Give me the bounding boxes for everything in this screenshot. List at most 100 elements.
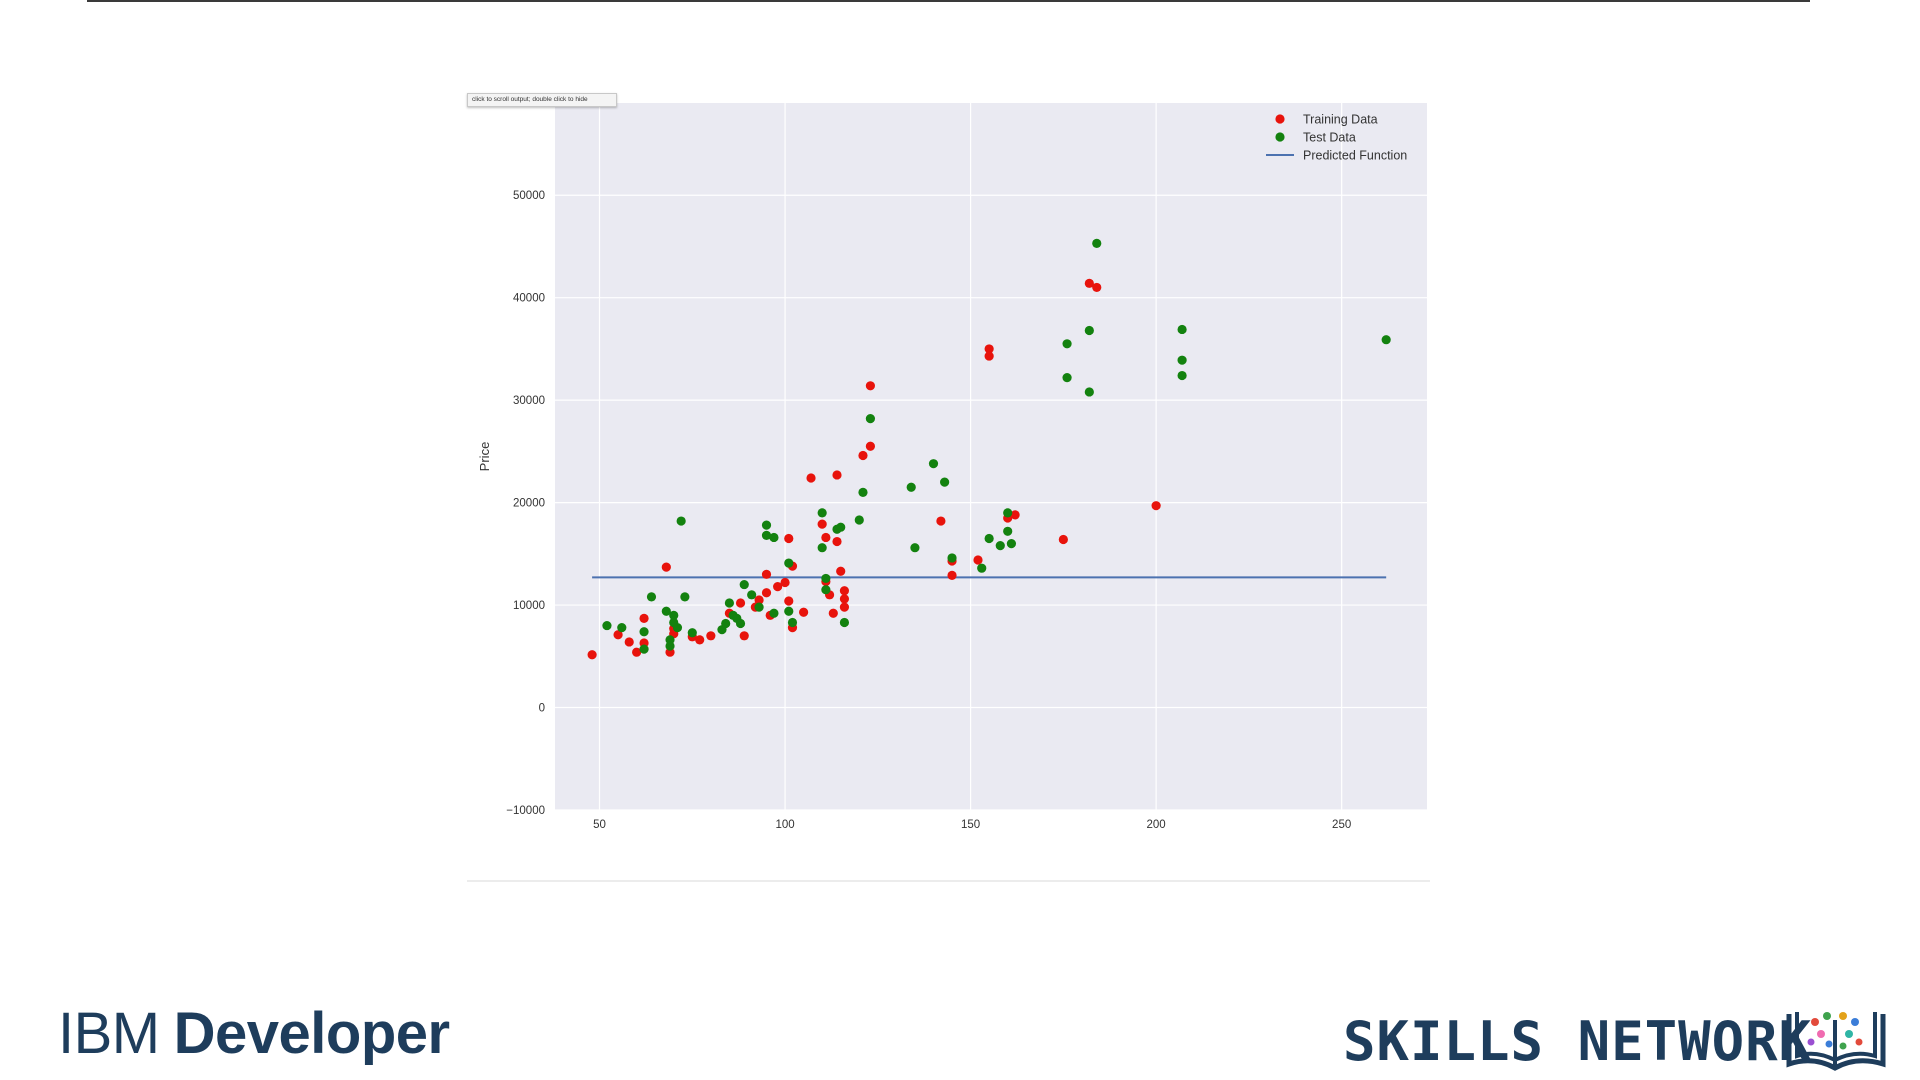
y-tick-label: 0 xyxy=(539,703,545,715)
test-point xyxy=(787,617,798,628)
training-point xyxy=(858,450,868,461)
test-point xyxy=(724,598,735,608)
training-point xyxy=(799,607,809,617)
test-point xyxy=(769,532,779,543)
training-point xyxy=(984,344,994,354)
test-point xyxy=(1084,387,1094,397)
test-point xyxy=(1003,526,1013,536)
training-point xyxy=(936,516,946,526)
test-point xyxy=(747,590,757,600)
training-point xyxy=(1058,534,1068,545)
training-point xyxy=(613,630,623,640)
output-divider xyxy=(467,880,1430,882)
x-tick-label: 100 xyxy=(775,819,794,831)
test-point xyxy=(1003,508,1013,518)
test-point xyxy=(1092,238,1102,248)
training-point xyxy=(947,570,957,580)
training-point xyxy=(661,562,671,572)
test-point xyxy=(784,558,794,568)
test-point xyxy=(910,543,920,553)
output-scroll-tooltip[interactable]: click to scroll output; double click to … xyxy=(467,93,617,107)
test-point xyxy=(784,606,794,616)
top-rule xyxy=(87,0,1810,2)
training-point xyxy=(1084,278,1094,288)
skills-network-logo: SKILLS NETWORK xyxy=(1343,1010,1813,1073)
grid xyxy=(555,103,1427,811)
ibm-logo-prefix: IBM xyxy=(58,1001,160,1066)
training-point xyxy=(832,470,842,480)
training-point xyxy=(624,637,634,647)
training-point xyxy=(761,588,772,598)
training-point xyxy=(865,441,876,451)
test-point xyxy=(602,620,612,631)
training-point xyxy=(821,532,831,543)
training-point xyxy=(817,519,827,529)
training-point xyxy=(695,635,705,645)
legend-label: Predicted Function xyxy=(1303,149,1407,163)
x-tick-label: 200 xyxy=(1147,819,1166,831)
training-point xyxy=(828,608,838,618)
test-point xyxy=(676,516,686,526)
training-point xyxy=(632,647,642,657)
test-point xyxy=(761,520,772,530)
test-point xyxy=(940,477,950,487)
test-point xyxy=(735,618,746,629)
test-point xyxy=(761,530,772,540)
test-point xyxy=(906,482,916,492)
x-tick-label: 150 xyxy=(961,819,980,831)
plot-area xyxy=(555,103,1427,810)
test-point xyxy=(817,508,827,518)
training-point xyxy=(784,533,794,544)
test-point xyxy=(1177,324,1187,335)
test-point xyxy=(995,541,1005,551)
test-point xyxy=(865,413,876,424)
test-point xyxy=(1006,538,1017,549)
x-tick-label: 250 xyxy=(1332,819,1351,831)
legend-label: Training Data xyxy=(1303,113,1378,127)
test-point xyxy=(858,487,868,497)
training-point xyxy=(739,631,749,641)
test-point xyxy=(854,515,864,525)
test-point xyxy=(639,627,649,637)
y-tick-label: 10000 xyxy=(513,600,545,612)
training-point xyxy=(984,351,994,361)
y-tick-label: 20000 xyxy=(513,498,545,510)
test-point xyxy=(1062,373,1072,383)
test-point xyxy=(639,644,649,654)
tick-labels: 50 100 150 200 250 −10000 0 10000 20000 30000 4000… xyxy=(506,190,1351,831)
legend: Training Data Test Data Predicted Function xyxy=(1266,113,1407,163)
test-point xyxy=(928,459,939,469)
legend-test-marker xyxy=(1275,132,1285,142)
test-point xyxy=(947,553,957,563)
training-point xyxy=(839,586,850,596)
test-point xyxy=(1381,335,1391,345)
training-point xyxy=(865,381,876,391)
y-axis-label: Price xyxy=(477,442,492,472)
training-point xyxy=(587,650,597,660)
training-point xyxy=(784,596,794,606)
book-network-icon xyxy=(1786,1012,1886,1071)
test-point xyxy=(680,592,690,602)
training-point xyxy=(1010,510,1020,520)
training-point xyxy=(836,566,846,576)
training-point xyxy=(773,582,783,592)
ibm-developer-logo: IBM Developer xyxy=(58,1000,450,1067)
x-tick-label: 50 xyxy=(593,819,606,831)
test-point xyxy=(665,641,675,651)
y-tick-label: 40000 xyxy=(513,293,545,305)
test-point xyxy=(669,610,679,620)
test-point xyxy=(821,585,831,595)
test-point xyxy=(769,608,779,618)
training-point xyxy=(1151,501,1161,511)
ibm-logo-product: Developer xyxy=(173,1001,450,1066)
chart-marks xyxy=(587,238,1391,660)
training-point xyxy=(973,555,983,565)
test-point xyxy=(839,617,850,628)
test-point xyxy=(817,543,827,553)
test-point xyxy=(661,606,671,616)
test-point xyxy=(1177,355,1187,365)
test-point xyxy=(687,628,697,638)
test-point xyxy=(646,592,657,602)
test-point xyxy=(1177,370,1187,381)
training-point xyxy=(1092,282,1102,293)
